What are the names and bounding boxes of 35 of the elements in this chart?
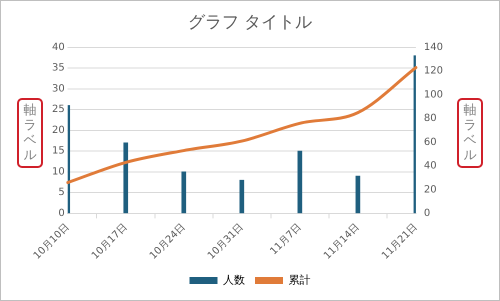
bar	[298, 150, 302, 214]
chart-title: グラフ タイトル	[188, 12, 312, 33]
y-tick-label: 15	[52, 146, 65, 157]
x-tick-label: 10月24日	[148, 222, 188, 262]
x-tick-label: 10月31日	[206, 222, 246, 262]
y2-tick-label: 120	[424, 66, 444, 77]
y-tick-label: 0	[58, 208, 65, 219]
bar	[123, 142, 128, 214]
y-tick-label: 25	[52, 104, 65, 116]
line-series	[66, 66, 418, 184]
y-axis-title: 軸ラベル	[17, 98, 43, 168]
y2-axis-title: 軸ラベル	[457, 98, 483, 168]
y2-tick-label: 80	[424, 113, 437, 124]
y2-tick-label: 140	[424, 42, 444, 53]
y-tick-label: 5	[58, 187, 65, 198]
y2-tick-label: 40	[424, 160, 437, 172]
bar	[356, 176, 360, 214]
y2-tick-label: 60	[424, 136, 437, 148]
legend-label: 人数	[223, 273, 245, 286]
x-tick-label: 11月7日	[268, 222, 304, 258]
y-tick-label: 10	[52, 166, 65, 178]
y-tick-label: 20	[52, 124, 65, 136]
y2-tick-label: 0	[424, 208, 430, 219]
y2-tick-label: 100	[424, 89, 444, 100]
y-tick-label: 35	[52, 62, 65, 74]
y-tick-label: 40	[52, 42, 65, 53]
x-tick-label: 10月10日	[32, 222, 72, 262]
x-tick-label: 11月14日	[322, 222, 362, 262]
bar	[181, 172, 186, 214]
y2-tick-label: 20	[424, 184, 437, 196]
legend-label: 累計	[288, 273, 310, 286]
x-tick-label: 10月17日	[90, 222, 130, 262]
y-tick-label: 30	[52, 83, 65, 94]
x-tick-label: 11月21日	[380, 222, 420, 262]
bar	[239, 180, 244, 214]
